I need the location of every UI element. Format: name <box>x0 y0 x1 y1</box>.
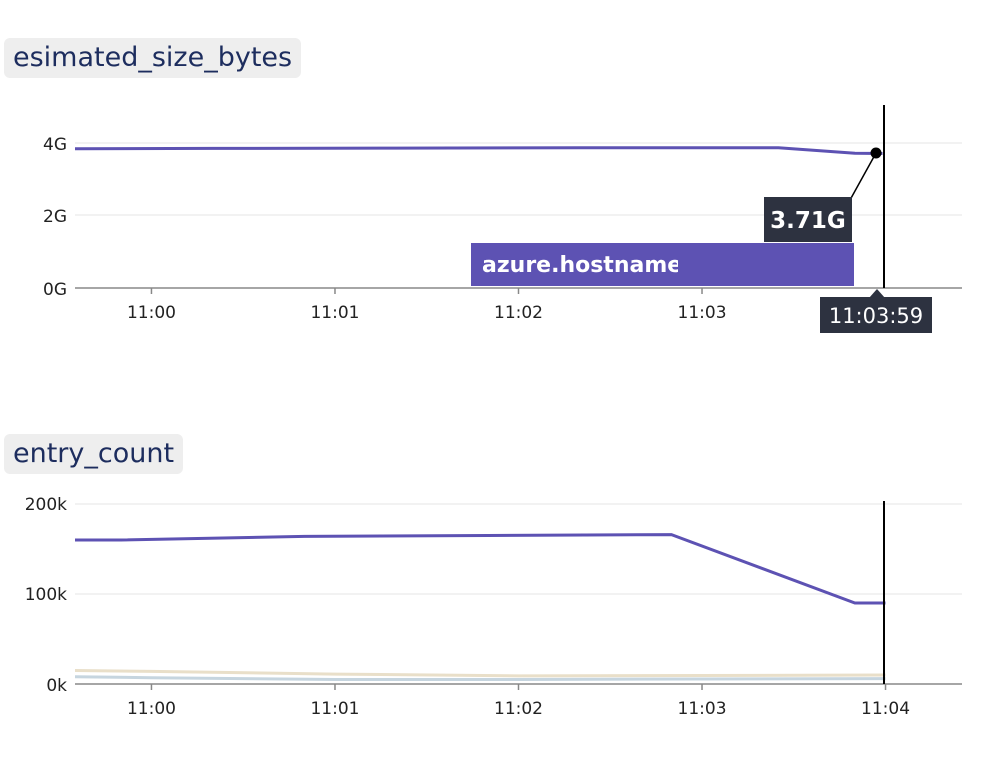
size-chart[interactable]: 4G 2G 0G 11:00 11:01 11:02 11:03 azure.host… <box>43 105 962 333</box>
entry-count-chart[interactable]: 200k 100k 0k 11:00 11:01 11:02 11:03 11:04 <box>25 495 962 719</box>
y-tick-label: 100k <box>25 585 67 605</box>
series-line[interactable] <box>74 675 886 681</box>
chart-title-entry-count: entry_count <box>4 434 184 475</box>
hover-series-label: azure.hostname: <box>482 253 691 278</box>
y-tick-label: 0k <box>46 676 67 696</box>
tooltip-connector <box>849 152 877 201</box>
series-line[interactable] <box>74 146 883 155</box>
value-tooltip-bg <box>764 197 852 242</box>
value-tooltip: 3.71G <box>770 208 846 234</box>
time-tooltip-pointer <box>869 289 885 298</box>
x-tick-label: 11:02 <box>494 303 543 323</box>
x-tick-label: 11:02 <box>494 699 543 719</box>
y-tick-label: 0G <box>43 280 67 300</box>
series-line[interactable] <box>75 533 886 605</box>
x-tick-label: 11:01 <box>310 303 359 323</box>
x-tick-label: 11:00 <box>127 699 176 719</box>
series-line[interactable] <box>74 669 886 678</box>
time-tooltip-bg <box>820 297 932 333</box>
y-tick-label: 4G <box>43 135 67 155</box>
time-tooltip: 11:03:59 <box>829 304 923 328</box>
x-tick-label: 11:01 <box>310 699 359 719</box>
y-tick-label: 2G <box>43 207 67 227</box>
y-tick-label: 200k <box>25 495 67 515</box>
x-tick-label: 11:03 <box>678 699 727 719</box>
x-tick-label: 11:04 <box>861 699 910 719</box>
redaction <box>678 248 848 276</box>
chart-title-size: esimated_size_bytes <box>4 38 302 79</box>
x-tick-label: 11:03 <box>678 303 727 323</box>
x-tick-label: 11:00 <box>127 303 176 323</box>
